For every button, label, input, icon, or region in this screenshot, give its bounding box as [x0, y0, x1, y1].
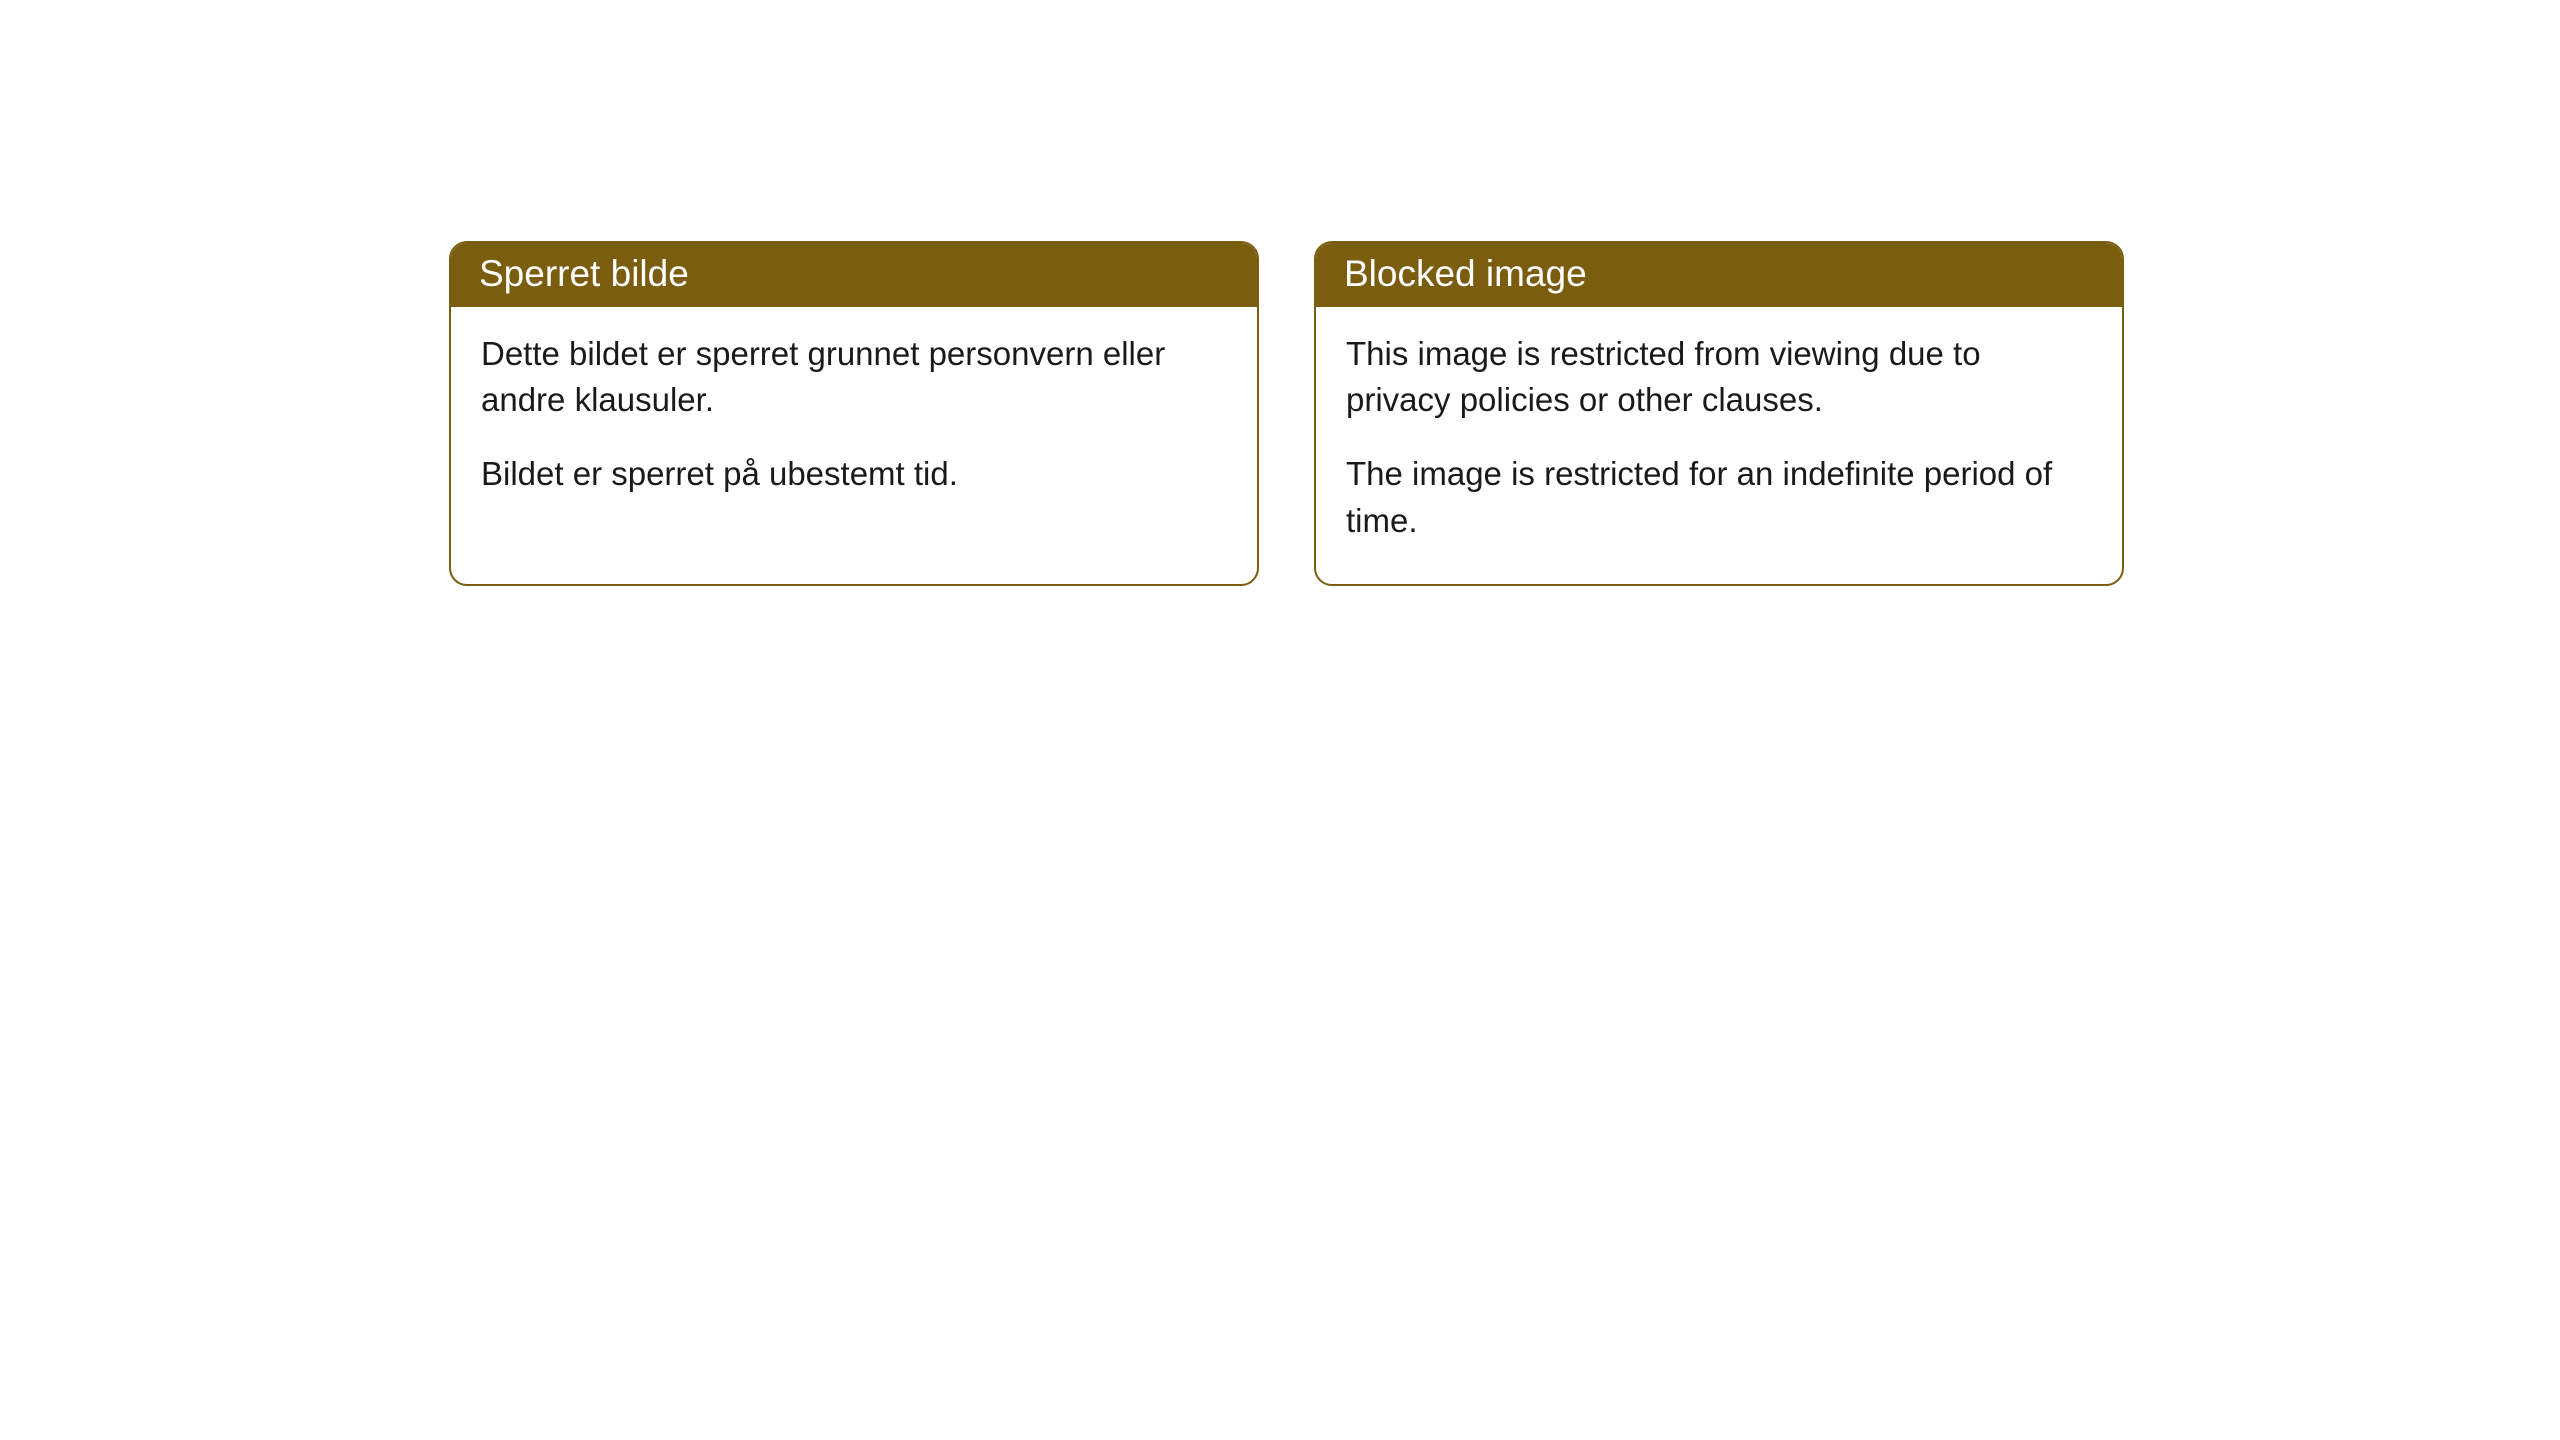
card-header-english: Blocked image: [1316, 243, 2122, 307]
card-body-english: This image is restricted from viewing du…: [1316, 307, 2122, 584]
notice-card-english: Blocked image This image is restricted f…: [1314, 241, 2124, 586]
card-title: Blocked image: [1344, 253, 1587, 294]
card-paragraph: Dette bildet er sperret grunnet personve…: [481, 331, 1227, 423]
card-body-norwegian: Dette bildet er sperret grunnet personve…: [451, 307, 1257, 538]
notice-card-norwegian: Sperret bilde Dette bildet er sperret gr…: [449, 241, 1259, 586]
card-title: Sperret bilde: [479, 253, 689, 294]
card-paragraph: The image is restricted for an indefinit…: [1346, 451, 2092, 543]
card-paragraph: Bildet er sperret på ubestemt tid.: [481, 451, 1227, 497]
card-header-norwegian: Sperret bilde: [451, 243, 1257, 307]
card-paragraph: This image is restricted from viewing du…: [1346, 331, 2092, 423]
notice-cards-container: Sperret bilde Dette bildet er sperret gr…: [449, 241, 2124, 586]
